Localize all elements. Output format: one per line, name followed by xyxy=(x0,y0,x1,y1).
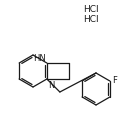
Text: HCl: HCl xyxy=(83,4,99,13)
Text: N: N xyxy=(48,80,55,89)
Text: HN: HN xyxy=(33,54,46,62)
Text: HCl: HCl xyxy=(83,14,99,23)
Text: F: F xyxy=(112,76,117,85)
